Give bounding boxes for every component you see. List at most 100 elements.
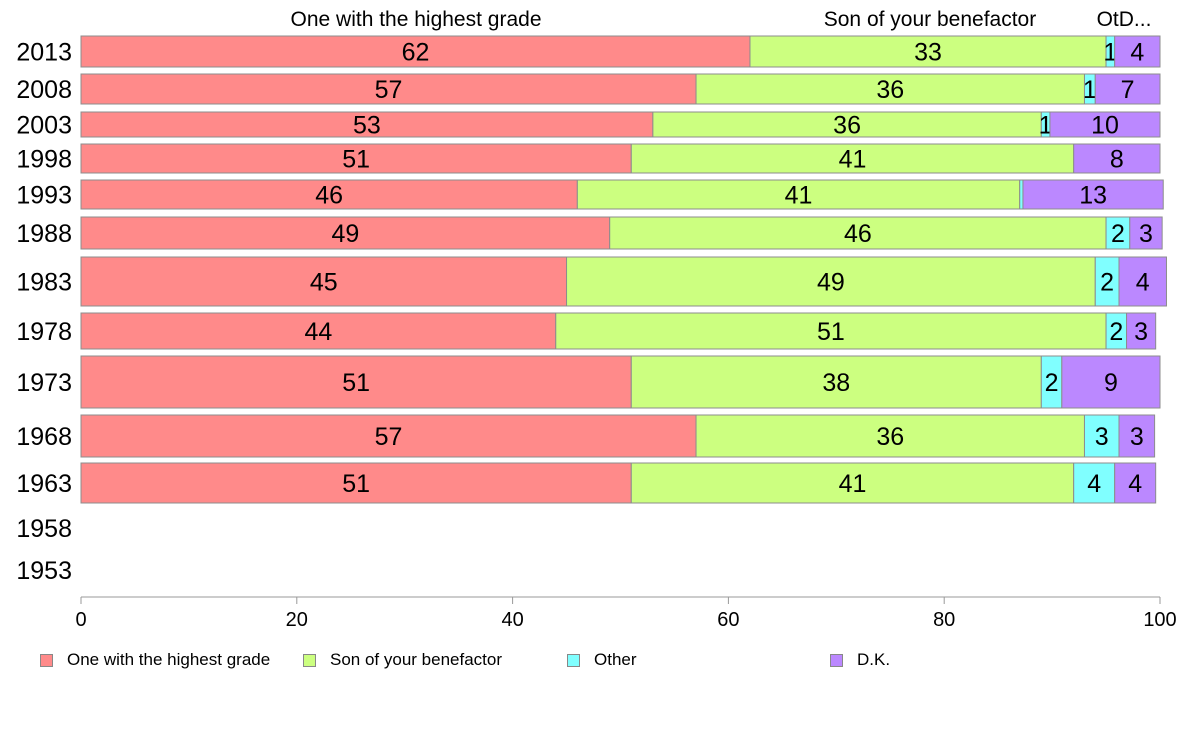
x-tick-label: 100: [1143, 609, 1176, 631]
year-label: 2008: [16, 76, 72, 104]
legend-label: D.K.: [857, 650, 891, 669]
data-label: 53: [353, 112, 381, 140]
legend-swatch: [40, 653, 53, 667]
bar-segment: [1073, 143, 1161, 174]
year-label: 1963: [16, 470, 72, 498]
bar-segment: [1118, 256, 1167, 307]
legend-item-highest-grade: One with the highest grade: [40, 650, 270, 670]
data-label: 49: [331, 220, 359, 248]
column-header: Son of your benefactor: [824, 8, 1036, 31]
x-axis: 0 20 40 60 80 100: [75, 596, 1177, 631]
x-tick-label: 20: [286, 609, 308, 631]
data-label: 3: [1130, 423, 1144, 451]
year-label: 1958: [16, 515, 72, 543]
bar-segment: [1114, 462, 1157, 504]
data-label: 62: [402, 39, 430, 67]
bar-segment: [80, 216, 611, 250]
data-label: 7: [1121, 76, 1135, 104]
bar-segment: [1061, 355, 1161, 409]
year-label: 1973: [16, 369, 72, 397]
bar-segment: [749, 35, 1107, 68]
data-label: 36: [876, 423, 904, 451]
year-label: 1953: [16, 557, 72, 585]
year-labels: 2013 2008 2003 1998 1993 1988 1983 1978 1973 1968…: [16, 39, 72, 586]
data-label: 3: [1095, 423, 1109, 451]
data-label: 44: [304, 318, 332, 346]
bar-segment: [80, 179, 578, 210]
legend-label: Son of your benefactor: [330, 650, 503, 669]
bar-segment: [80, 462, 632, 504]
bar-segment: [609, 216, 1107, 250]
data-label: 45: [310, 269, 338, 297]
data-label: 1: [1039, 112, 1053, 140]
legend-swatch: [303, 653, 316, 667]
data-label: 4: [1136, 269, 1150, 297]
bar-segment: [695, 414, 1085, 458]
bar-segment: [80, 414, 697, 458]
bar-segment: [1118, 414, 1156, 458]
bar-segment: [1094, 73, 1161, 105]
legend-item-dk: D.K.: [830, 650, 890, 670]
data-label: 2: [1045, 369, 1059, 397]
data-label: 57: [375, 423, 403, 451]
bar-segment: [630, 143, 1075, 174]
data-label: 4: [1128, 470, 1142, 498]
data-label: 57: [375, 76, 403, 104]
bar-segment: [80, 143, 632, 174]
data-label: 38: [822, 369, 850, 397]
data-label: 2: [1100, 269, 1114, 297]
legend-item-other: Other: [567, 650, 637, 670]
x-tick-label: 0: [75, 609, 86, 631]
column-headers: One with the highest grade Son of your be…: [291, 8, 1152, 31]
bar-segment: [695, 73, 1085, 105]
data-label: 41: [785, 182, 813, 210]
data-label: 46: [844, 220, 872, 248]
x-tick-label: 40: [501, 609, 523, 631]
data-label: 2: [1109, 318, 1123, 346]
data-label: 10: [1091, 112, 1119, 140]
year-label: 1993: [16, 182, 72, 210]
bar-segment: [566, 256, 1096, 307]
data-label: 9: [1104, 369, 1118, 397]
column-header: One with the highest grade: [291, 8, 542, 31]
bar-segment: [555, 312, 1107, 350]
bar-segment: [1049, 111, 1161, 138]
legend: One with the highest grade Son of your b…: [40, 650, 1140, 672]
data-label: 51: [342, 470, 370, 498]
data-label: 36: [876, 76, 904, 104]
data-label: 36: [833, 112, 861, 140]
x-tick-label: 60: [717, 609, 739, 631]
data-label: 41: [839, 470, 867, 498]
bar-segment: [80, 111, 654, 138]
data-label: 49: [817, 269, 845, 297]
data-label: 51: [342, 146, 370, 174]
bar-segment: [80, 355, 632, 409]
year-label: 1983: [16, 269, 72, 297]
data-label: 1: [1103, 39, 1117, 67]
bar-segment: [1022, 179, 1164, 210]
data-label: 51: [342, 369, 370, 397]
x-tick-label: 80: [933, 609, 955, 631]
data-label: 46: [315, 182, 343, 210]
legend-swatch: [830, 653, 843, 667]
data-label: 1: [1083, 76, 1097, 104]
legend-swatch: [567, 653, 580, 667]
data-label: 41: [839, 146, 867, 174]
column-header: OtD...: [1097, 8, 1152, 31]
year-label: 1978: [16, 318, 72, 346]
year-label: 2003: [16, 112, 72, 140]
bar-segment: [80, 256, 568, 307]
bar-segment: [1126, 312, 1157, 350]
data-label: 33: [914, 39, 942, 67]
bar-segment: [1129, 216, 1163, 250]
year-label: 1968: [16, 423, 72, 451]
bar-segment: [80, 73, 697, 105]
data-label: 2: [1111, 220, 1125, 248]
bar-segment: [1083, 414, 1120, 458]
bar-segment: [1114, 35, 1161, 68]
data-label: 13: [1079, 182, 1107, 210]
data-label: 4: [1130, 39, 1144, 67]
bar-segment: [80, 35, 751, 68]
